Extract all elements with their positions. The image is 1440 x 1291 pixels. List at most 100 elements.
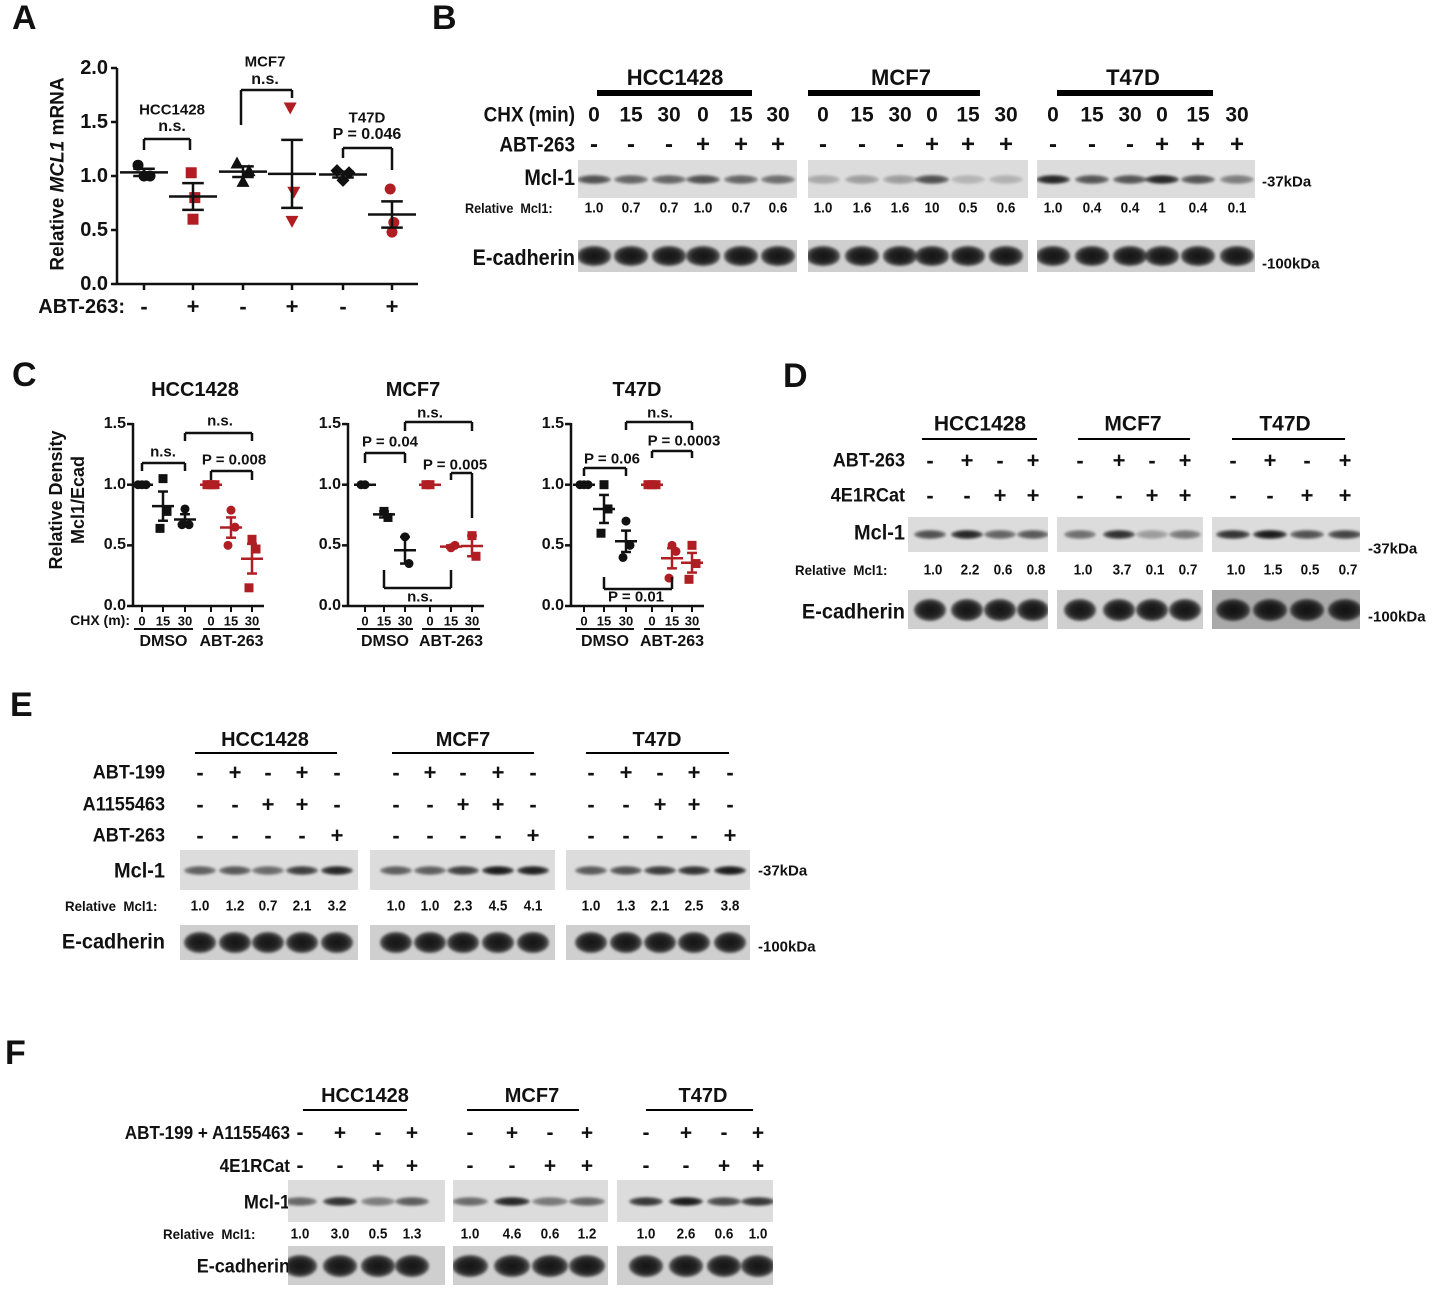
treatment-sign: -: [529, 792, 537, 817]
relative-mcl1-value: 0.4: [1082, 199, 1102, 217]
treatment-sign: +: [1154, 131, 1170, 158]
treatment-sign: -: [426, 823, 434, 848]
relative-mcl1-value: 4.1: [523, 897, 543, 915]
data-point: [244, 583, 254, 593]
x-row-label: CHX (m):: [70, 612, 130, 628]
relative-mcl1-value: 0.6: [768, 199, 788, 217]
relative-mcl1-value: 1.0: [1226, 561, 1246, 579]
x-tick-label: 15: [223, 613, 239, 629]
y-tick-label: 0.5: [318, 536, 341, 554]
treatment-sign: -: [239, 294, 247, 319]
cell-line-header: MCF7: [1104, 412, 1162, 436]
e-cadherin-label: E-cadherin: [801, 600, 905, 624]
data-point: [223, 540, 233, 550]
stat-label: n.s.: [150, 443, 176, 461]
treatment-sign: +: [456, 792, 470, 817]
mcl1-band: [360, 1196, 396, 1206]
relative-mcl1-value: 3.8: [720, 897, 740, 915]
mcl1-band: [569, 1196, 605, 1206]
mw-marker-label: -100kDa: [1368, 608, 1426, 626]
treatment-sign: +: [751, 1154, 765, 1178]
e-cadherin-band: [628, 1254, 664, 1277]
treatment-sign: -: [858, 131, 866, 158]
e-cadherin-band: [652, 246, 686, 266]
mcl1-band: [322, 1196, 358, 1206]
treatment-sign: +: [960, 131, 976, 158]
stat-label: n.s.: [158, 118, 186, 135]
y-tick-label: 1.0: [80, 165, 108, 187]
e-cadherin-band: [532, 1254, 568, 1277]
treatment-sign: +: [733, 131, 749, 158]
y-tick-label: 0.0: [103, 597, 126, 614]
mw-marker-label: -100kDa: [1262, 255, 1320, 273]
cell-line-header: MCF7: [871, 65, 931, 90]
data-point: [242, 164, 256, 177]
mcl1-blot-strip: [288, 1180, 445, 1222]
y-axis-title: Relative Density: [46, 430, 66, 570]
y-axis-title-part: mRNA: [47, 77, 69, 141]
treatment-sign: -: [140, 294, 148, 319]
cell-line-underline: [467, 1109, 579, 1111]
treatment-sign: +: [371, 1154, 385, 1178]
e-cadherin-band: [1135, 598, 1169, 621]
panel-letter-d: D: [783, 357, 808, 395]
treatment-sign: -: [494, 823, 502, 848]
treatment-sign: -: [587, 823, 595, 848]
e-cadherin-band: [1327, 598, 1360, 621]
cell-line-underline: [392, 752, 534, 754]
e-cadherin-band: [1113, 246, 1147, 266]
treatment-sign: +: [723, 823, 737, 848]
e-cadherin-band: [984, 598, 1016, 621]
treatment-sign: -: [896, 131, 904, 158]
mcl1-band: [1017, 530, 1048, 539]
treatment-sign: +: [405, 1154, 419, 1178]
e-cadherin-band: [288, 1254, 318, 1277]
stat-label: n.s.: [407, 588, 433, 606]
cell-line-underline: [1057, 90, 1213, 96]
mcl1-band: [628, 1196, 664, 1206]
x-tick-label: 0: [138, 613, 146, 629]
y-tick-label: 1.5: [80, 111, 108, 133]
relative-mcl1-value: 2.1: [292, 897, 312, 915]
e-cadherin-label: E-cadherin: [61, 930, 165, 954]
e-cadherin-band: [394, 1254, 430, 1277]
treatment-sign: -: [466, 1154, 474, 1178]
x-row-label: ABT-263:: [38, 296, 125, 318]
data-point: [687, 540, 697, 550]
mcl1-band: [883, 174, 917, 184]
mcl1-band: [532, 1196, 568, 1206]
e-cadherin-band: [668, 1254, 704, 1277]
treatment-sign: +: [687, 792, 701, 817]
e-cadherin-band: [1075, 246, 1109, 266]
e-cadherin-band: [1220, 246, 1254, 266]
treatment-sign: -: [392, 760, 400, 785]
e-cadherin-band: [951, 246, 985, 266]
treatment-sign: +: [261, 792, 275, 817]
y-tick-label: 1.5: [103, 415, 126, 433]
e-cadherin-band: [883, 246, 917, 266]
relative-mcl1-value: 1.5: [1263, 561, 1283, 579]
mcl1-blot-strip: [566, 850, 750, 890]
cell-line-header: MCF7: [504, 1085, 560, 1107]
mcl1-band: [951, 174, 985, 184]
treatment-row-label: A1155463: [82, 794, 165, 816]
data-point: [226, 505, 236, 515]
cell-line-header: HCC1428: [933, 412, 1027, 436]
relative-mcl1-value: 0.7: [1338, 561, 1358, 579]
treatment-sign: +: [491, 792, 505, 817]
time-value: 0: [697, 103, 709, 127]
treatment-sign: +: [1026, 483, 1040, 508]
relative-mcl1-value: 1.6: [852, 199, 872, 217]
mcl1-blot-strip: [370, 850, 555, 890]
data-point: [618, 552, 628, 562]
treatment-sign: -: [656, 823, 664, 848]
time-value: 0: [588, 103, 600, 127]
treatment-sign: -: [642, 1121, 650, 1145]
relative-mcl1-label: Relative Mcl1:: [163, 1226, 256, 1242]
y-tick-label: 0.0: [541, 597, 564, 614]
mcl1-band: [184, 865, 216, 875]
x-tick-label: 15: [664, 613, 680, 629]
treatment-sign: -: [587, 760, 595, 785]
x-tick-label: 30: [177, 613, 193, 629]
